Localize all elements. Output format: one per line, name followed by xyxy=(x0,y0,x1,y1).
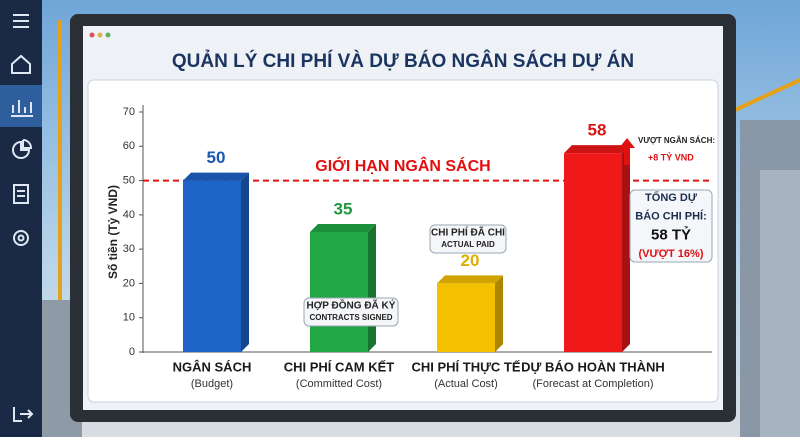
y-tick-label: 10 xyxy=(123,312,135,324)
annotation-text: HỢP ĐỒNG ĐÃ KÝ xyxy=(307,299,396,312)
bar-top xyxy=(564,145,630,154)
x-tick-label: DỰ BÁO HOÀN THÀNH xyxy=(521,359,665,374)
x-tick-label: NGÂN SÁCH xyxy=(173,359,252,374)
bar xyxy=(564,153,622,352)
bar-side xyxy=(495,275,503,352)
y-tick-label: 0 xyxy=(129,346,135,358)
annotation-box xyxy=(429,224,507,254)
annotation-text: TỔNG DỰ xyxy=(645,191,698,204)
y-axis-label: Số tiền (Tỷ VND) xyxy=(106,185,120,279)
bar-top xyxy=(183,172,249,181)
value-label: 58 xyxy=(588,121,607,140)
logout-icon[interactable] xyxy=(13,407,34,422)
bar-top xyxy=(437,275,503,284)
y-tick-label: 70 xyxy=(123,106,135,118)
x-tick-label: CHI PHÍ CAM KẾT xyxy=(284,359,395,374)
annotation-text: CHI PHÍ ĐÃ CHI xyxy=(431,226,505,239)
annotation-box xyxy=(629,189,713,263)
building xyxy=(760,170,800,437)
annotation-box xyxy=(303,297,399,327)
document-icon[interactable] xyxy=(13,184,29,204)
menu-icon[interactable] xyxy=(13,14,29,28)
x-tick-sublabel: (Budget) xyxy=(191,378,233,390)
window-dot xyxy=(89,32,95,38)
crane xyxy=(734,78,800,112)
annotation-text: BÁO CHI PHÍ: xyxy=(635,210,707,223)
chart-title: QUẢN LÝ CHI PHÍ VÀ DỰ BÁO NGÂN SÁCH DỰ Á… xyxy=(172,50,634,72)
annotation-arrow xyxy=(619,138,635,165)
y-tick-label: 40 xyxy=(123,209,135,221)
annotation-text: +8 TỶ VND xyxy=(648,151,694,162)
x-tick-sublabel: (Forecast at Completion) xyxy=(532,378,653,390)
bar-side xyxy=(368,224,376,352)
reference-label: GIỚI HẠN NGÂN SÁCH xyxy=(315,156,490,175)
annotation-text: 58 TỶ xyxy=(651,226,691,243)
value-label: 20 xyxy=(461,251,480,270)
bar xyxy=(437,283,495,352)
y-tick-label: 50 xyxy=(123,174,135,186)
sidebar xyxy=(0,0,42,437)
y-tick-label: 60 xyxy=(123,140,135,152)
home-icon[interactable] xyxy=(11,54,31,74)
annotation-text: (VƯỢT 16%) xyxy=(639,248,704,260)
bar-top xyxy=(310,224,376,232)
bar-side xyxy=(622,145,630,352)
value-label: 50 xyxy=(207,148,226,167)
settings-icon-center xyxy=(17,234,25,242)
value-label: 35 xyxy=(334,199,353,218)
annotation-text: VƯỢT NGÂN SÁCH: xyxy=(638,136,715,145)
window-dot xyxy=(105,32,111,38)
y-tick-label: 30 xyxy=(123,243,135,255)
annotation-text: ACTUAL PAID xyxy=(441,240,495,249)
x-tick-label: CHI PHÍ THỰC TẾ xyxy=(411,359,520,374)
x-tick-sublabel: (Actual Cost) xyxy=(434,378,498,390)
settings-icon[interactable] xyxy=(13,230,29,246)
bar xyxy=(183,180,241,352)
y-tick-label: 20 xyxy=(123,277,135,289)
window-dot xyxy=(97,32,103,38)
chart-icon[interactable] xyxy=(11,100,33,117)
sidebar-active xyxy=(0,85,42,127)
bar-side xyxy=(241,172,249,352)
x-tick-sublabel: (Committed Cost) xyxy=(296,378,382,390)
annotation-text: CONTRACTS SIGNED xyxy=(309,313,392,322)
pie-icon[interactable] xyxy=(12,139,33,159)
bar xyxy=(310,232,368,352)
